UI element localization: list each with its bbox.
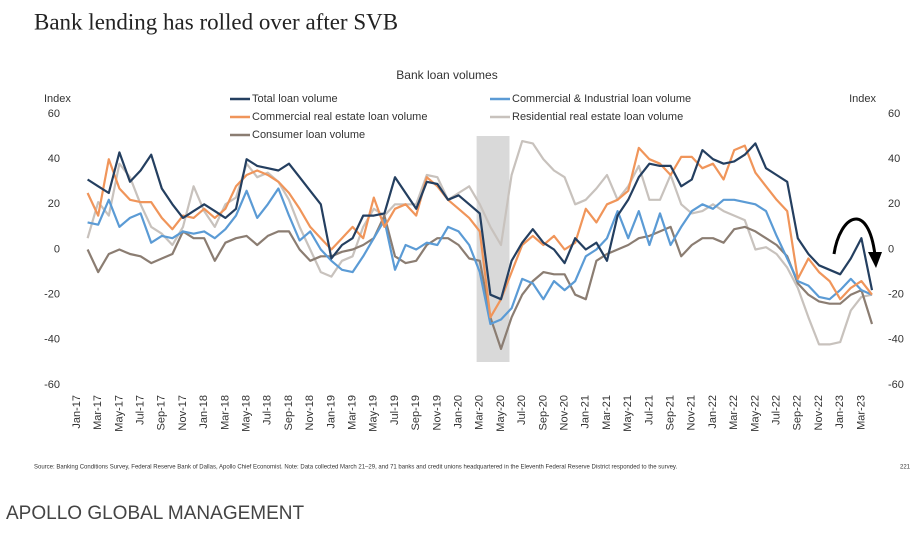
x-tick-label: May-18 [241,395,253,432]
x-tick-label: Mar-20 [474,395,486,430]
chart-title: Bank loan volumes [396,68,497,82]
x-tick-label: Sep-19 [410,395,422,430]
x-tick-label: Mar-21 [601,395,613,430]
y-tick-label: 0 [54,243,60,255]
page-number: 221 [900,465,911,471]
arrow-head [868,252,882,268]
x-tick-label: Jan-22 [707,395,719,429]
x-tick-label: May-19 [368,395,380,432]
y2-tick-label: -20 [888,289,904,301]
x-tick-label: Mar-23 [855,395,867,430]
y-tick-label: -20 [44,289,60,301]
y2-tick-label: 0 [888,243,894,255]
y2-tick-label: -40 [888,334,904,346]
x-tick-label: Nov-21 [686,395,698,430]
page-title: Bank lending has rolled over after SVB [34,9,398,34]
x-tick-label: Jan-19 [325,395,337,429]
source-note: Source: Banking Conditions Survey, Feder… [34,465,677,471]
x-tick-label: Nov-20 [559,395,571,430]
x-tick-label: Nov-17 [177,395,189,430]
y-tick-label: 40 [48,153,60,165]
legend-label: Total loan volume [252,93,338,105]
brand: APOLLO GLOBAL MANAGEMENT [6,503,304,524]
y-tick-label: 60 [48,108,60,120]
x-tick-label: Nov-22 [813,395,825,430]
x-tick-label: Jul-21 [643,395,655,425]
x-tick-label: Jan-21 [580,395,592,429]
x-tick-label: May-22 [749,395,761,432]
series-line [87,142,874,301]
y-tick-label: 20 [48,198,60,210]
x-tick-label: Jan-23 [834,395,846,429]
x-tick-label: Jul-22 [771,395,783,425]
arrow-curve [832,217,877,256]
series-line [86,214,874,350]
y2-tick-label: 20 [888,198,900,210]
x-tick-label: Mar-18 [219,395,231,430]
legend-label: Consumer loan volume [252,129,365,141]
x-tick-label: Mar-19 [347,395,359,430]
y-tick-label: -40 [44,334,60,346]
legend-label: Commercial real estate loan volume [252,111,427,123]
y2-axis-label: Index [849,93,876,105]
legend-label: Residential real estate loan volume [512,111,683,123]
x-tick-label: Sep-18 [283,395,295,430]
x-tick-label: Sep-17 [156,395,168,430]
series-line [87,187,873,326]
y-axis-label: Index [44,93,71,105]
x-tick-label: May-20 [495,395,507,432]
x-tick-label: Jan-17 [71,395,83,429]
x-tick-label: Jul-18 [262,395,274,425]
x-tick-label: Mar-22 [728,395,740,430]
series-line [86,144,873,319]
annotation-arrow [832,217,882,268]
x-tick-label: Nov-18 [304,395,316,430]
series-line [86,140,873,346]
x-tick-label: Mar-17 [92,395,104,430]
x-tick-label: May-17 [113,395,125,432]
x-tick-label: Jan-18 [198,395,210,429]
x-tick-label: Sep-21 [665,395,677,430]
x-tick-label: Jul-17 [135,395,147,425]
x-tick-label: Sep-22 [792,395,804,430]
x-tick-label: May-21 [622,395,634,432]
x-tick-label: Jan-20 [453,395,465,429]
y-tick-label: -60 [44,379,60,391]
y2-tick-label: -60 [888,379,904,391]
y2-tick-label: 40 [888,153,900,165]
legend-label: Commercial & Industrial loan volume [512,93,691,105]
x-tick-label: Jul-20 [516,395,528,425]
x-tick-label: Sep-20 [537,395,549,430]
y2-tick-label: 60 [888,108,900,120]
x-tick-label: Jul-19 [389,395,401,425]
x-tick-label: Nov-19 [431,395,443,430]
